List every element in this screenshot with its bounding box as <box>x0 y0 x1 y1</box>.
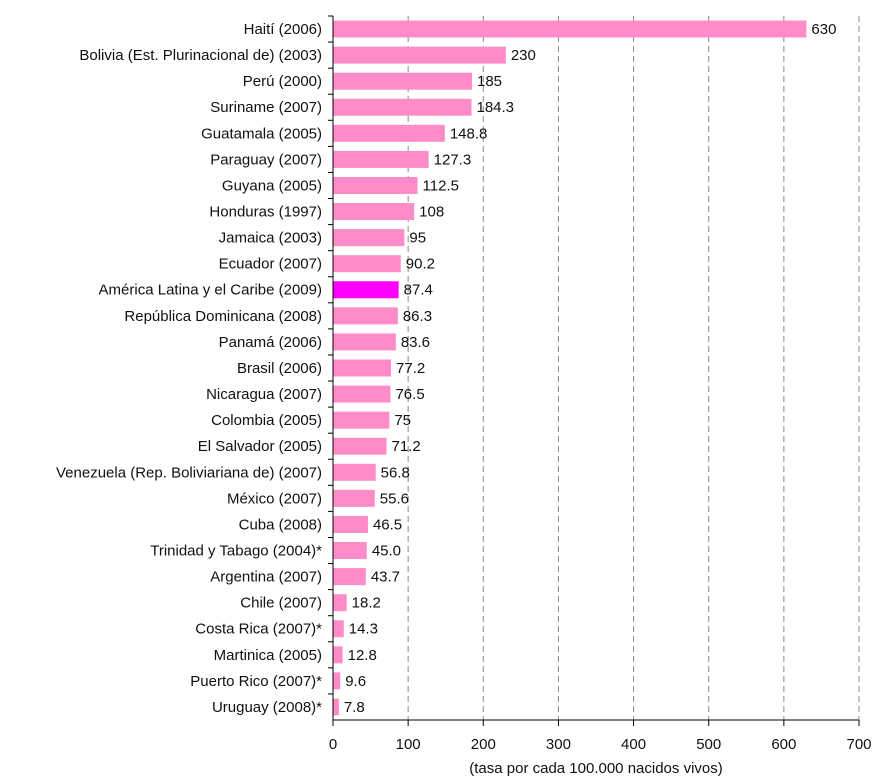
x-axis-label: (tasa por cada 100.000 nacidos vivos) <box>469 760 722 776</box>
value-label: 55.6 <box>380 490 409 507</box>
value-label: 46.5 <box>373 516 402 533</box>
x-tick-label: 600 <box>771 736 796 753</box>
y-tick-label: República Dominicana (2008) <box>124 308 322 325</box>
value-label: 95 <box>409 230 426 247</box>
value-label: 86.3 <box>403 308 432 325</box>
x-tick-label: 500 <box>696 736 721 753</box>
value-label: 184.3 <box>476 99 514 116</box>
bar <box>333 515 368 533</box>
bar <box>333 46 506 64</box>
bar <box>333 646 343 664</box>
bar <box>333 176 418 194</box>
value-label: 56.8 <box>381 464 410 481</box>
y-tick-label: Martinica (2005) <box>214 647 322 664</box>
value-label: 87.4 <box>404 282 433 299</box>
bar <box>333 542 367 560</box>
y-tick-label: Trinidad y Tabago (2004)* <box>150 542 322 559</box>
value-label: 630 <box>811 21 836 38</box>
bar <box>333 594 347 612</box>
value-label: 7.8 <box>344 699 365 716</box>
bar <box>333 359 392 377</box>
x-tick-label: 700 <box>846 736 871 753</box>
y-tick-label: Puerto Rico (2007)* <box>190 673 322 690</box>
y-tick-label: Guatamala (2005) <box>201 125 322 142</box>
value-label: 76.5 <box>395 386 424 403</box>
y-tick-label: Ecuador (2007) <box>219 256 322 273</box>
y-tick-label: Bolivia (Est. Plurinacional de) (2003) <box>79 47 322 64</box>
value-label: 112.5 <box>423 177 459 194</box>
bar <box>333 672 341 690</box>
bar <box>333 124 445 142</box>
y-tick-label: Argentina (2007) <box>210 569 322 586</box>
bar <box>333 229 405 247</box>
x-tick-label: 200 <box>471 736 496 753</box>
x-tick-label: 300 <box>546 736 571 753</box>
value-label: 45.0 <box>372 542 401 559</box>
y-tick-label: México (2007) <box>227 490 322 507</box>
x-tick-label: 0 <box>329 736 337 753</box>
y-tick-label: Jamaica (2003) <box>219 230 322 247</box>
bar <box>333 333 396 351</box>
value-label: 83.6 <box>401 334 430 351</box>
y-tick-label: América Latina y el Caribe (2009) <box>99 282 322 299</box>
y-tick-label: Chile (2007) <box>240 595 322 612</box>
value-label: 230 <box>511 47 536 64</box>
value-label: 71.2 <box>392 438 421 455</box>
y-tick-label: Haití (2006) <box>244 21 322 38</box>
bar <box>333 463 376 481</box>
value-label: 185 <box>477 73 502 90</box>
y-tick-label: Brasil (2006) <box>237 360 322 377</box>
y-tick-label: Cuba (2008) <box>239 516 322 533</box>
bar <box>333 698 339 716</box>
value-label: 90.2 <box>406 256 435 273</box>
value-label: 14.3 <box>349 621 378 638</box>
bar <box>333 150 429 168</box>
value-label: 12.8 <box>348 647 377 664</box>
y-tick-label: Guyana (2005) <box>222 177 322 194</box>
y-tick-label: Venezuela (Rep. Boliviariana de) (2007) <box>56 464 322 481</box>
x-tick-label: 400 <box>621 736 646 753</box>
value-label: 18.2 <box>352 595 381 612</box>
y-tick-label: Nicaragua (2007) <box>206 386 322 403</box>
value-label: 108 <box>419 204 444 221</box>
x-tick-label: 100 <box>396 736 421 753</box>
bar <box>333 437 387 455</box>
bar <box>333 20 807 38</box>
bar <box>333 307 398 325</box>
bar <box>333 411 390 429</box>
y-tick-label: Uruguay (2008)* <box>212 699 322 716</box>
y-tick-label: Perú (2000) <box>243 73 322 90</box>
value-label: 75 <box>394 412 411 429</box>
y-tick-label: Honduras (1997) <box>209 204 322 221</box>
value-label: 148.8 <box>450 125 488 142</box>
bar <box>333 620 344 638</box>
bar <box>333 281 399 299</box>
bar <box>333 98 472 116</box>
value-label: 127.3 <box>434 151 472 168</box>
y-tick-label: Suriname (2007) <box>210 99 322 116</box>
value-label: 77.2 <box>396 360 425 377</box>
bar <box>333 489 375 507</box>
value-label: 43.7 <box>371 569 400 586</box>
bar <box>333 568 366 586</box>
y-tick-label: Panamá (2006) <box>219 334 322 351</box>
bar <box>333 385 391 403</box>
y-tick-label: Paraguay (2007) <box>210 151 322 168</box>
y-tick-label: El Salvador (2005) <box>198 438 322 455</box>
bar <box>333 255 401 273</box>
y-tick-label: Colombia (2005) <box>211 412 322 429</box>
bar <box>333 72 473 90</box>
bar <box>333 203 415 221</box>
value-label: 9.6 <box>345 673 366 690</box>
y-tick-label: Costa Rica (2007)* <box>195 621 322 638</box>
